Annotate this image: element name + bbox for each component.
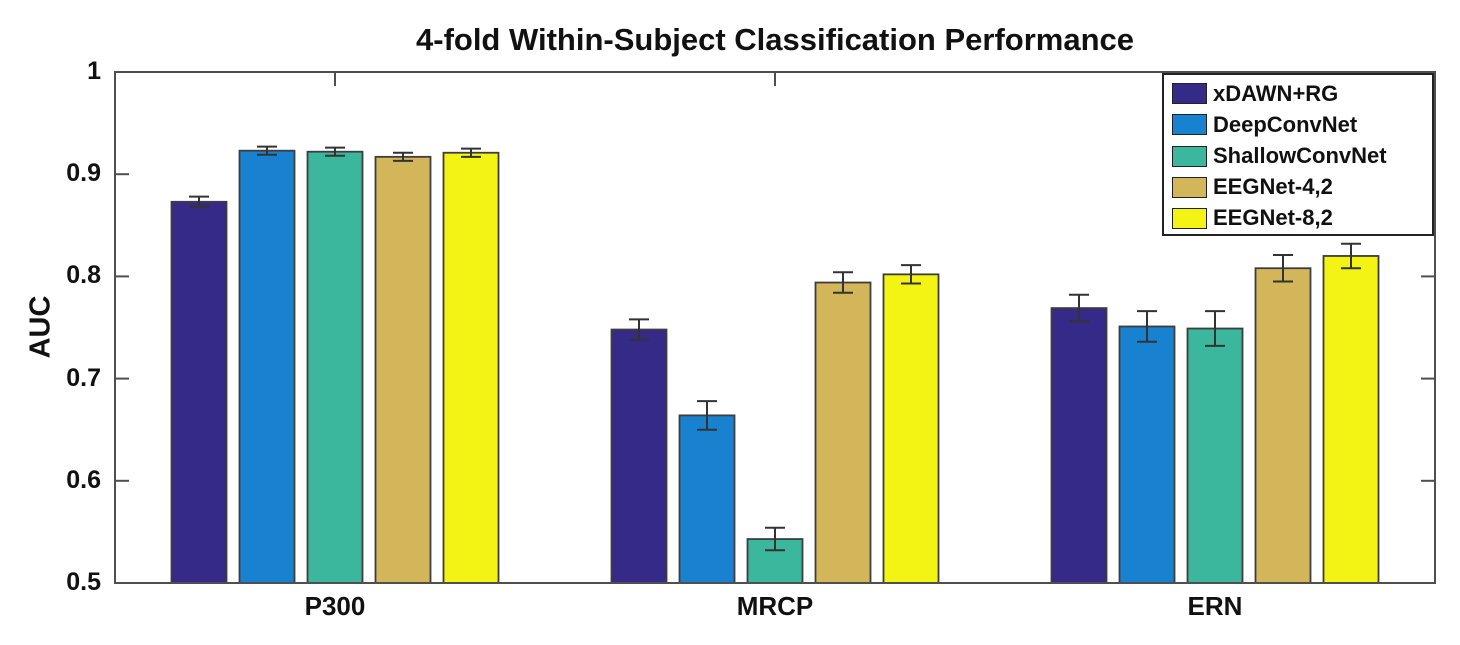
legend-label: DeepConvNet [1213,111,1358,137]
bar [1254,267,1312,584]
x-tick-label: MRCP [736,591,814,621]
legend-label: xDAWN+RG [1213,80,1339,106]
bar [442,151,500,584]
bar [238,149,296,584]
bar [1186,327,1244,584]
legend: xDAWN+RG DeepConvNet ShallowConvNet EEGN… [1162,73,1434,236]
bar [678,414,736,584]
error-bars [189,145,1361,552]
bar [1050,307,1108,584]
bar [610,328,668,584]
chart-title: 4-fold Within-Subject Classification Per… [416,22,1134,57]
legend-item: EEGNet-8,2 [1172,203,1432,234]
y-tick-label: 0.9 [66,158,101,187]
legend-swatch-icon [1172,83,1207,105]
legend-swatch-icon [1172,176,1207,198]
y-tick-label: 0.5 [66,567,101,596]
bar [814,281,872,584]
bar [374,155,432,584]
y-tick-label: 0.8 [66,260,101,289]
legend-item: xDAWN+RG [1172,78,1432,109]
legend-swatch-icon [1172,145,1207,167]
bar [170,200,228,584]
bar [882,273,940,584]
legend-label: EEGNet-4,2 [1213,174,1333,200]
legend-label: ShallowConvNet [1213,143,1387,168]
legend-label: EEGNet-8,2 [1213,205,1333,231]
y-tick-label: 1 [87,56,101,85]
x-tick-label: ERN [1187,591,1243,621]
legend-item: EEGNet-4,2 [1172,172,1432,203]
x-tick-label: P300 [304,591,366,621]
y-axis-label: AUC [24,295,57,359]
legend-swatch-icon [1172,114,1207,136]
legend-item: DeepConvNet [1172,109,1432,140]
axis-frame [114,71,1436,584]
bar [306,150,364,584]
legend-swatch-icon [1172,207,1207,229]
bar [1118,325,1176,584]
bar [1322,255,1380,584]
legend-item: ShallowConvNet [1172,140,1432,171]
bars [170,149,1380,584]
y-tick-label: 0.6 [66,465,101,494]
y-tick-label: 0.7 [66,363,101,392]
